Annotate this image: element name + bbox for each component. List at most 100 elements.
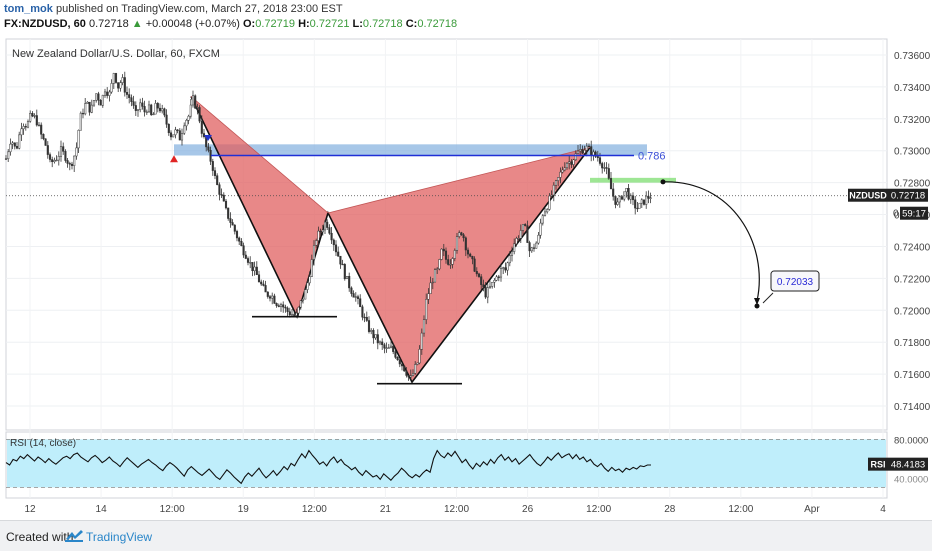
candle-body (460, 232, 463, 236)
chart-title: New Zealand Dollar/U.S. Dollar, 60, FXCM (12, 48, 220, 60)
candle-body (18, 134, 21, 149)
candle-body (75, 147, 78, 157)
candle-body (213, 170, 217, 176)
candle-body (559, 171, 562, 178)
projection-curve (662, 181, 760, 302)
candle-body (449, 264, 452, 266)
blue-zone (174, 144, 647, 156)
x-tick-label: 12:00 (160, 504, 185, 515)
candle-body (515, 238, 518, 245)
candle-body (121, 77, 124, 83)
projection-start-dot (660, 179, 666, 185)
candle-body (284, 306, 287, 309)
candle-body (7, 151, 10, 160)
candle-body (216, 175, 219, 185)
candle-body (427, 293, 430, 300)
x-tick-label: 26 (522, 504, 534, 515)
candle-body (625, 188, 628, 193)
candle-body (174, 129, 177, 136)
candle-body (297, 306, 300, 314)
candle-body (568, 161, 571, 164)
x-tick-label: 12:00 (302, 504, 327, 515)
change-value: +0.00048 (+0.07%) (145, 18, 240, 30)
y-tick-label: 0.73200 (894, 115, 931, 126)
candle-body (414, 364, 417, 374)
author-name[interactable]: tom_mok (4, 3, 53, 15)
candle-body (631, 195, 635, 201)
candle-body (222, 194, 225, 202)
candle-body (418, 349, 421, 364)
candle-body (187, 115, 190, 121)
candle-body (557, 177, 560, 181)
candle-body (48, 154, 52, 160)
candle-body (44, 138, 47, 146)
low-value: 0.72718 (362, 18, 403, 30)
candle-body (649, 197, 652, 199)
candle-body (543, 211, 547, 216)
candle-body (524, 224, 527, 226)
candle-body (387, 347, 390, 349)
candle-body (636, 207, 639, 210)
candle-body (130, 97, 133, 102)
green-zone (590, 177, 676, 183)
candle-body (81, 112, 85, 115)
candle-body (614, 196, 617, 205)
close-label: C: (405, 18, 418, 30)
candle-body (444, 250, 448, 260)
candle-body (585, 145, 588, 151)
y-tick-label: 0.72800 (894, 179, 931, 190)
candle-body (224, 200, 228, 209)
candle-body (321, 229, 324, 233)
symbol-label: FX:NZDUSD, 60 (4, 18, 86, 30)
candle-body (128, 94, 131, 98)
rsi-badge-label: RSI (870, 460, 885, 470)
candle-body (574, 153, 577, 161)
candle-body (565, 162, 569, 169)
low-label: L: (352, 18, 363, 30)
candle-body (114, 73, 118, 83)
candle-body (359, 298, 362, 308)
candle-body (356, 296, 360, 299)
candle-body (66, 160, 69, 164)
candle-body (315, 240, 318, 246)
candle-body (90, 104, 93, 113)
candle-body (526, 225, 529, 243)
candle-body (55, 159, 58, 162)
candle-body (227, 207, 230, 219)
target-callout-box (770, 270, 820, 292)
candle-body (497, 276, 500, 278)
candle-body (587, 145, 591, 148)
candle-body (453, 250, 456, 259)
candle-body (491, 281, 494, 287)
candle-body (510, 251, 514, 256)
candle-body (183, 125, 186, 134)
candle-body (378, 341, 382, 344)
x-tick-label: Apr (804, 504, 820, 515)
x-tick-label: 12 (24, 504, 36, 515)
candle-body (493, 279, 496, 283)
candle-body (112, 73, 115, 84)
price-chart[interactable]: 0.786 0.72033 RSI (14, close) 0.73600 0.73… (0, 0, 932, 520)
candle-body (106, 91, 109, 96)
candle-body (4, 158, 8, 160)
open-value: 0.72719 (255, 18, 295, 30)
candle-body (601, 163, 604, 169)
candle-body (548, 195, 551, 210)
candle-body (447, 259, 450, 265)
candle-body (638, 202, 641, 209)
candle-body (634, 199, 637, 209)
candle-body (609, 178, 613, 190)
candle-body (539, 222, 542, 236)
candle-body (172, 134, 175, 138)
candle-body (29, 113, 32, 122)
candle-body (328, 227, 331, 234)
candle-body (68, 163, 71, 165)
candle-body (530, 247, 533, 252)
candle-body (627, 188, 630, 200)
y-tick-label: 0.72200 (894, 274, 931, 285)
candle-body (385, 347, 388, 349)
candle-body (191, 95, 195, 106)
tradingview-brand[interactable]: TradingView (86, 530, 153, 544)
tradingview-logo-icon[interactable] (64, 527, 84, 543)
buy-arrow-icon (204, 134, 212, 141)
